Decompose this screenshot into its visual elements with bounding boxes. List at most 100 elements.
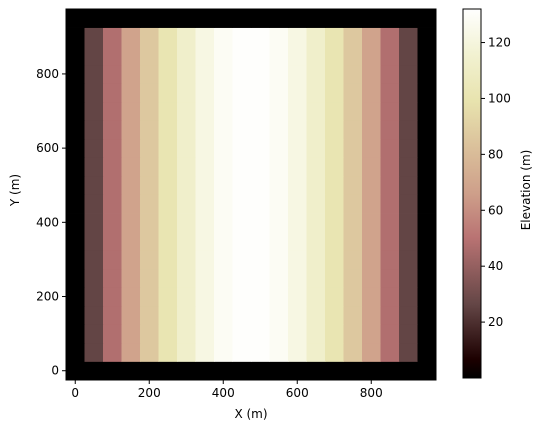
colorbar-tick-label: 100 (488, 91, 511, 105)
heatmap-cell (84, 305, 104, 325)
heatmap-cell (177, 46, 196, 66)
heatmap-cell (306, 268, 326, 288)
heatmap-cell (362, 101, 381, 121)
heatmap-cell (214, 305, 233, 325)
heatmap-cell (121, 268, 141, 288)
heatmap-cell (158, 101, 178, 121)
heatmap-cell (214, 287, 233, 307)
heatmap-cell (343, 250, 363, 270)
heatmap-cell (103, 175, 122, 195)
heatmap-cell (417, 83, 437, 103)
heatmap-cell (380, 175, 400, 195)
x-tick-label: 200 (138, 386, 161, 400)
heatmap-cell (158, 9, 178, 28)
heatmap-cell (399, 64, 418, 84)
heatmap-cell (140, 138, 159, 158)
heatmap-cell (417, 287, 437, 307)
heatmap-cell (251, 287, 270, 307)
x-tick-label: 600 (286, 386, 309, 400)
heatmap-cell (66, 157, 85, 177)
heatmap-cell (177, 361, 196, 381)
heatmap-cell (232, 324, 252, 344)
heatmap-cell (251, 250, 270, 270)
heatmap-cell (251, 268, 270, 288)
heatmap-cell (84, 231, 104, 251)
heatmap-cell (232, 213, 252, 232)
heatmap-cell (232, 64, 252, 84)
heatmap-cell (121, 138, 141, 158)
heatmap-cell (269, 120, 289, 140)
heatmap-cell (158, 194, 178, 214)
heatmap-cell (251, 175, 270, 195)
heatmap-cell (325, 83, 344, 103)
heatmap-cell (84, 157, 104, 177)
heatmap-cell (214, 361, 233, 381)
heatmap-cell (399, 231, 418, 251)
heatmap-cell (306, 324, 326, 344)
heatmap-cell (306, 120, 326, 140)
heatmap-cell (288, 324, 307, 344)
heatmap-cell (417, 46, 437, 66)
heatmap-cell (269, 175, 289, 195)
heatmap-cell (158, 120, 178, 140)
heatmap-cell (306, 213, 326, 232)
heatmap-cell (232, 268, 252, 288)
heatmap-cell (84, 64, 104, 84)
heatmap-cell (325, 46, 344, 66)
heatmap-cell (84, 101, 104, 121)
heatmap-cell (158, 138, 178, 158)
heatmap-cell (84, 268, 104, 288)
heatmap-cell (121, 194, 141, 214)
heatmap-cell (325, 175, 344, 195)
heatmap-cell (66, 175, 85, 195)
heatmap-cell (380, 342, 400, 362)
heatmap-cell (195, 64, 215, 84)
heatmap-cell (177, 64, 196, 84)
heatmap-cell (140, 268, 159, 288)
heatmap-cell (380, 305, 400, 325)
heatmap-cell (84, 324, 104, 344)
heatmap-cell (251, 9, 270, 28)
heatmap-cell (380, 287, 400, 307)
heatmap-cell (103, 9, 122, 28)
heatmap-cell (362, 324, 381, 344)
colorbar-tick-label: 80 (488, 147, 503, 161)
heatmap-cell (399, 324, 418, 344)
heatmap-cell (177, 250, 196, 270)
heatmap-cell (232, 120, 252, 140)
heatmap-cell (84, 361, 104, 381)
heatmap-cell (214, 64, 233, 84)
heatmap-cell (325, 324, 344, 344)
heatmap-cell (399, 342, 418, 362)
heatmap-cell (84, 46, 104, 66)
heatmap-cell (140, 46, 159, 66)
heatmap-cell (343, 9, 363, 28)
heatmap-cell (84, 120, 104, 140)
heatmap-cell (121, 120, 141, 140)
heatmap-cell (417, 213, 437, 232)
y-tick-label: 600 (36, 141, 59, 155)
heatmap-cell (177, 324, 196, 344)
heatmap-cell (214, 250, 233, 270)
heatmap-cell (103, 138, 122, 158)
heatmap-cell (177, 231, 196, 251)
heatmap-cell (214, 324, 233, 344)
heatmap-cell (417, 250, 437, 270)
heatmap-cell (195, 250, 215, 270)
heatmap-cell (195, 305, 215, 325)
x-tick-label: 800 (360, 386, 383, 400)
heatmap-cell (232, 138, 252, 158)
heatmap-cell (306, 83, 326, 103)
heatmap-cell (103, 101, 122, 121)
heatmap-cell (103, 120, 122, 140)
heatmap-cell (288, 101, 307, 121)
heatmap-cell (362, 305, 381, 325)
heatmap-cell (84, 27, 104, 47)
heatmap-cell (121, 46, 141, 66)
heatmap-cell (399, 287, 418, 307)
heatmap-cell (140, 27, 159, 47)
heatmap-cell (140, 361, 159, 381)
heatmap-cell (380, 268, 400, 288)
heatmap-cell (195, 213, 215, 232)
heatmap-cell (140, 213, 159, 232)
